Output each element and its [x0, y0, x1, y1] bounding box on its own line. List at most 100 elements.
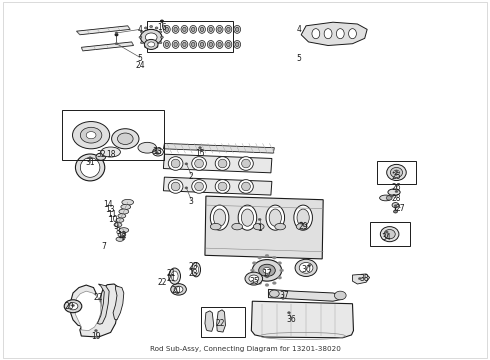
Ellipse shape — [227, 42, 230, 46]
Text: Rod Sub-Assy, Connecting Diagram for 13201-38020: Rod Sub-Assy, Connecting Diagram for 132… — [149, 346, 341, 352]
Circle shape — [145, 45, 147, 48]
Circle shape — [245, 272, 263, 285]
Text: 23: 23 — [189, 262, 198, 271]
Ellipse shape — [192, 27, 195, 32]
Ellipse shape — [174, 27, 177, 32]
Circle shape — [185, 163, 188, 165]
Text: 5: 5 — [138, 54, 143, 63]
Text: 22: 22 — [94, 293, 103, 302]
Ellipse shape — [198, 41, 205, 48]
Ellipse shape — [391, 167, 403, 177]
Circle shape — [198, 147, 201, 149]
Ellipse shape — [194, 265, 198, 274]
Ellipse shape — [181, 41, 188, 48]
Text: 26: 26 — [392, 183, 401, 192]
Ellipse shape — [192, 262, 200, 277]
Circle shape — [160, 20, 163, 22]
Circle shape — [270, 290, 279, 297]
Ellipse shape — [227, 27, 230, 32]
Bar — [62, 110, 164, 160]
Ellipse shape — [218, 182, 227, 191]
Ellipse shape — [218, 27, 221, 32]
Text: 3: 3 — [189, 197, 194, 206]
Ellipse shape — [114, 223, 122, 227]
Text: 30: 30 — [301, 265, 311, 274]
Ellipse shape — [238, 205, 257, 230]
Circle shape — [96, 153, 106, 160]
Text: 15: 15 — [195, 149, 205, 158]
Ellipse shape — [171, 182, 180, 191]
Circle shape — [282, 297, 285, 300]
Ellipse shape — [183, 27, 186, 32]
Ellipse shape — [195, 182, 203, 191]
Polygon shape — [71, 284, 121, 337]
Ellipse shape — [218, 159, 227, 168]
Circle shape — [390, 195, 393, 197]
Circle shape — [249, 275, 259, 282]
Circle shape — [386, 196, 392, 200]
Text: 17: 17 — [262, 269, 272, 278]
Text: 12: 12 — [117, 231, 126, 240]
Circle shape — [155, 45, 158, 48]
Text: 5: 5 — [296, 54, 301, 63]
Text: 35: 35 — [250, 276, 260, 285]
Text: 2: 2 — [189, 172, 194, 181]
Polygon shape — [76, 26, 130, 35]
Ellipse shape — [75, 154, 105, 181]
Ellipse shape — [214, 209, 226, 226]
Polygon shape — [163, 143, 274, 153]
Text: 31: 31 — [85, 158, 95, 167]
Ellipse shape — [192, 180, 206, 193]
Text: 16: 16 — [157, 23, 167, 32]
Text: 20: 20 — [172, 285, 181, 294]
Circle shape — [141, 41, 144, 44]
Circle shape — [145, 40, 158, 49]
Ellipse shape — [296, 224, 307, 230]
Ellipse shape — [183, 42, 186, 46]
Text: 29: 29 — [299, 222, 308, 231]
Text: 9: 9 — [113, 222, 118, 231]
Ellipse shape — [168, 180, 183, 193]
Text: 1: 1 — [257, 224, 262, 233]
Ellipse shape — [269, 209, 281, 226]
Circle shape — [89, 157, 92, 159]
Circle shape — [174, 286, 183, 293]
Circle shape — [176, 292, 179, 294]
Circle shape — [265, 284, 269, 287]
Ellipse shape — [174, 42, 177, 46]
Ellipse shape — [297, 209, 309, 226]
Circle shape — [272, 256, 276, 259]
Circle shape — [112, 129, 139, 149]
Ellipse shape — [169, 268, 180, 284]
Circle shape — [141, 31, 144, 33]
Circle shape — [95, 329, 98, 332]
Ellipse shape — [239, 180, 253, 193]
Ellipse shape — [253, 224, 264, 230]
Ellipse shape — [163, 26, 170, 33]
Circle shape — [155, 27, 158, 29]
Ellipse shape — [122, 199, 134, 205]
Ellipse shape — [192, 42, 195, 46]
Text: 8: 8 — [116, 228, 121, 237]
Ellipse shape — [207, 41, 214, 48]
Polygon shape — [81, 42, 134, 51]
Text: 28: 28 — [392, 194, 401, 203]
Ellipse shape — [165, 27, 169, 32]
Text: 34: 34 — [382, 233, 392, 242]
Ellipse shape — [242, 159, 250, 168]
Circle shape — [250, 269, 254, 272]
Text: 19: 19 — [91, 332, 101, 341]
Text: 33: 33 — [152, 147, 162, 156]
Ellipse shape — [236, 42, 239, 46]
Ellipse shape — [207, 26, 214, 33]
Bar — [201, 307, 245, 337]
Ellipse shape — [215, 157, 230, 170]
Ellipse shape — [234, 41, 241, 48]
Text: 38: 38 — [360, 274, 369, 283]
Text: 4: 4 — [296, 25, 301, 34]
Circle shape — [308, 264, 311, 266]
Polygon shape — [205, 196, 323, 259]
Circle shape — [155, 150, 161, 154]
Polygon shape — [217, 310, 225, 332]
Circle shape — [394, 205, 397, 207]
